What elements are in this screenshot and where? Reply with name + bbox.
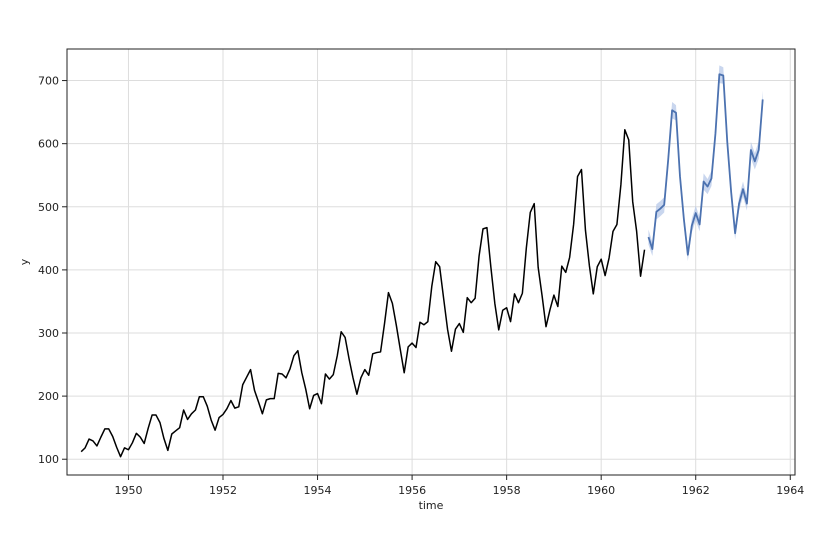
y-tick-label: 600 bbox=[38, 138, 59, 151]
y-tick-label: 200 bbox=[38, 390, 59, 403]
x-tick-label: 1956 bbox=[398, 484, 426, 497]
grid bbox=[67, 49, 795, 475]
axis-ticks: 1950 1952 1954 1956 1958 1960 1962 1964 100 200 30… bbox=[38, 75, 804, 497]
y-tick-label: 300 bbox=[38, 327, 59, 340]
observed-series-line bbox=[80, 129, 646, 458]
x-tick-label: 1960 bbox=[587, 484, 615, 497]
series-lines bbox=[80, 73, 764, 458]
x-tick-label: 1958 bbox=[493, 484, 521, 497]
y-tick-label: 500 bbox=[38, 201, 59, 214]
x-tick-label: 1950 bbox=[114, 484, 142, 497]
y-tick-label: 700 bbox=[38, 75, 59, 88]
x-tick-label: 1964 bbox=[776, 484, 804, 497]
plot-frame bbox=[66, 48, 796, 476]
y-tick-label: 100 bbox=[38, 453, 59, 466]
x-axis-label: time bbox=[419, 499, 444, 512]
x-tick-label: 1954 bbox=[304, 484, 332, 497]
x-tick-label: 1952 bbox=[209, 484, 237, 497]
forecast-confidence-band bbox=[648, 65, 763, 262]
y-tick-label: 400 bbox=[38, 264, 59, 277]
y-axis-label: y bbox=[18, 258, 31, 265]
forecast-series-line bbox=[647, 73, 764, 256]
x-tick-label: 1962 bbox=[682, 484, 710, 497]
forecast-band-layer bbox=[648, 65, 763, 262]
